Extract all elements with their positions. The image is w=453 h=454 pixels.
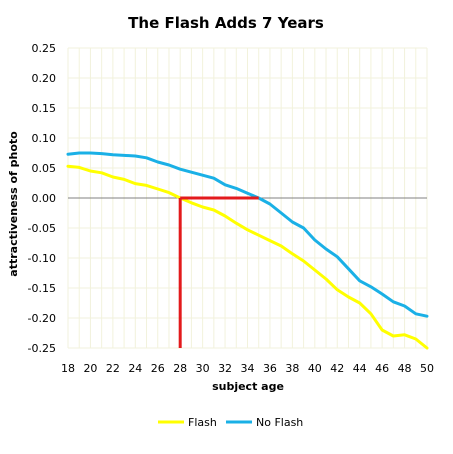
x-tick-label: 32 <box>218 362 232 375</box>
x-tick-label: 30 <box>196 362 210 375</box>
series-line-no-flash <box>66 151 429 318</box>
y-tick-label: 0.00 <box>32 192 57 205</box>
y-tick-label: 0.25 <box>32 42 57 55</box>
legend-label: No Flash <box>256 416 303 429</box>
y-tick-label: -0.25 <box>28 342 56 355</box>
chart-title: The Flash Adds 7 Years <box>128 14 324 32</box>
y-tick-label: 0.20 <box>32 72 57 85</box>
x-axis-ticks: 18 20 22 24 26 28 30 32 34 36 38 40 42 44 46 48 50 <box>61 362 434 375</box>
y-tick-label: -0.20 <box>28 312 56 325</box>
legend-label: Flash <box>188 416 217 429</box>
x-tick-label: 40 <box>308 362 322 375</box>
legend: Flash No Flash <box>158 416 303 429</box>
x-axis-label: subject age <box>212 380 284 393</box>
x-tick-label: 38 <box>285 362 299 375</box>
y-tick-label: 0.05 <box>32 162 57 175</box>
x-tick-label: 48 <box>398 362 412 375</box>
x-tick-label: 44 <box>353 362 367 375</box>
x-tick-label: 36 <box>263 362 277 375</box>
annotation-lines <box>178 196 259 348</box>
x-tick-label: 50 <box>420 362 434 375</box>
series-line-flash <box>66 164 429 350</box>
y-axis-label: attractiveness of photo <box>7 131 20 277</box>
x-tick-label: 34 <box>241 362 255 375</box>
y-tick-label: -0.05 <box>28 222 56 235</box>
y-tick-label: -0.10 <box>28 252 56 265</box>
y-tick-label: 0.10 <box>32 132 57 145</box>
x-tick-label: 42 <box>330 362 344 375</box>
x-tick-label: 26 <box>151 362 165 375</box>
y-axis-ticks: 0.25 0.20 0.15 0.10 0.05 0.00 -0.05 -0.10 -0.15 -… <box>28 42 56 355</box>
x-tick-label: 46 <box>375 362 389 375</box>
y-tick-label: 0.15 <box>32 102 57 115</box>
x-tick-label: 20 <box>83 362 97 375</box>
x-tick-label: 28 <box>173 362 187 375</box>
x-tick-label: 22 <box>106 362 120 375</box>
y-tick-label: -0.15 <box>28 282 56 295</box>
series-lines <box>66 151 429 350</box>
x-tick-label: 18 <box>61 362 75 375</box>
x-tick-label: 24 <box>128 362 142 375</box>
